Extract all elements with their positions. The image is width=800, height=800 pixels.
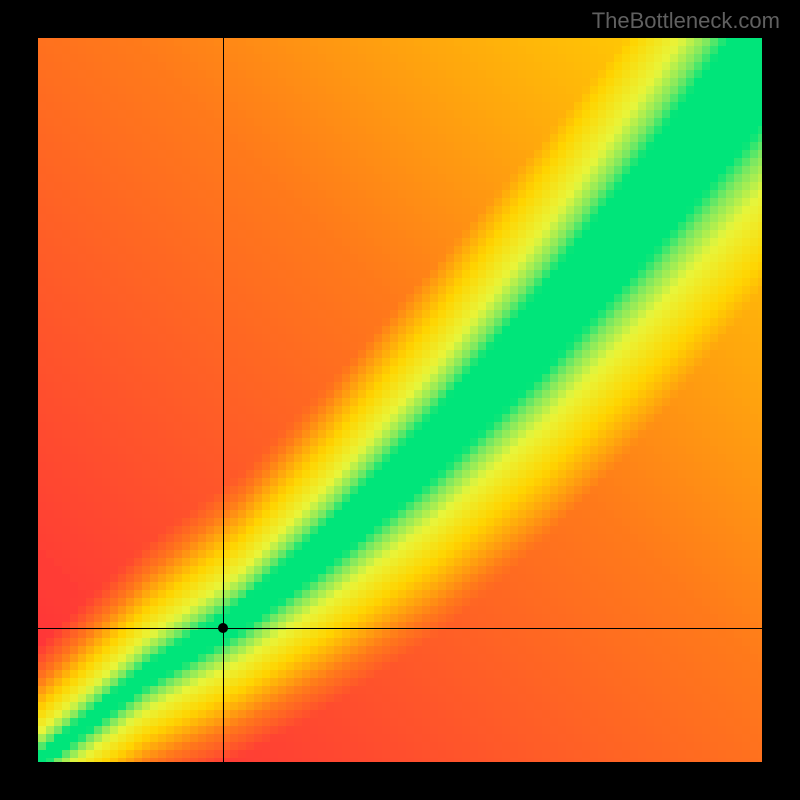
- crosshair-vertical: [223, 38, 224, 762]
- chart-container: TheBottleneck.com: [0, 0, 800, 800]
- plot-area: [38, 38, 762, 762]
- crosshair-marker: [218, 623, 228, 633]
- heatmap-canvas: [38, 38, 762, 762]
- watermark-text: TheBottleneck.com: [592, 8, 780, 34]
- crosshair-horizontal: [38, 628, 762, 629]
